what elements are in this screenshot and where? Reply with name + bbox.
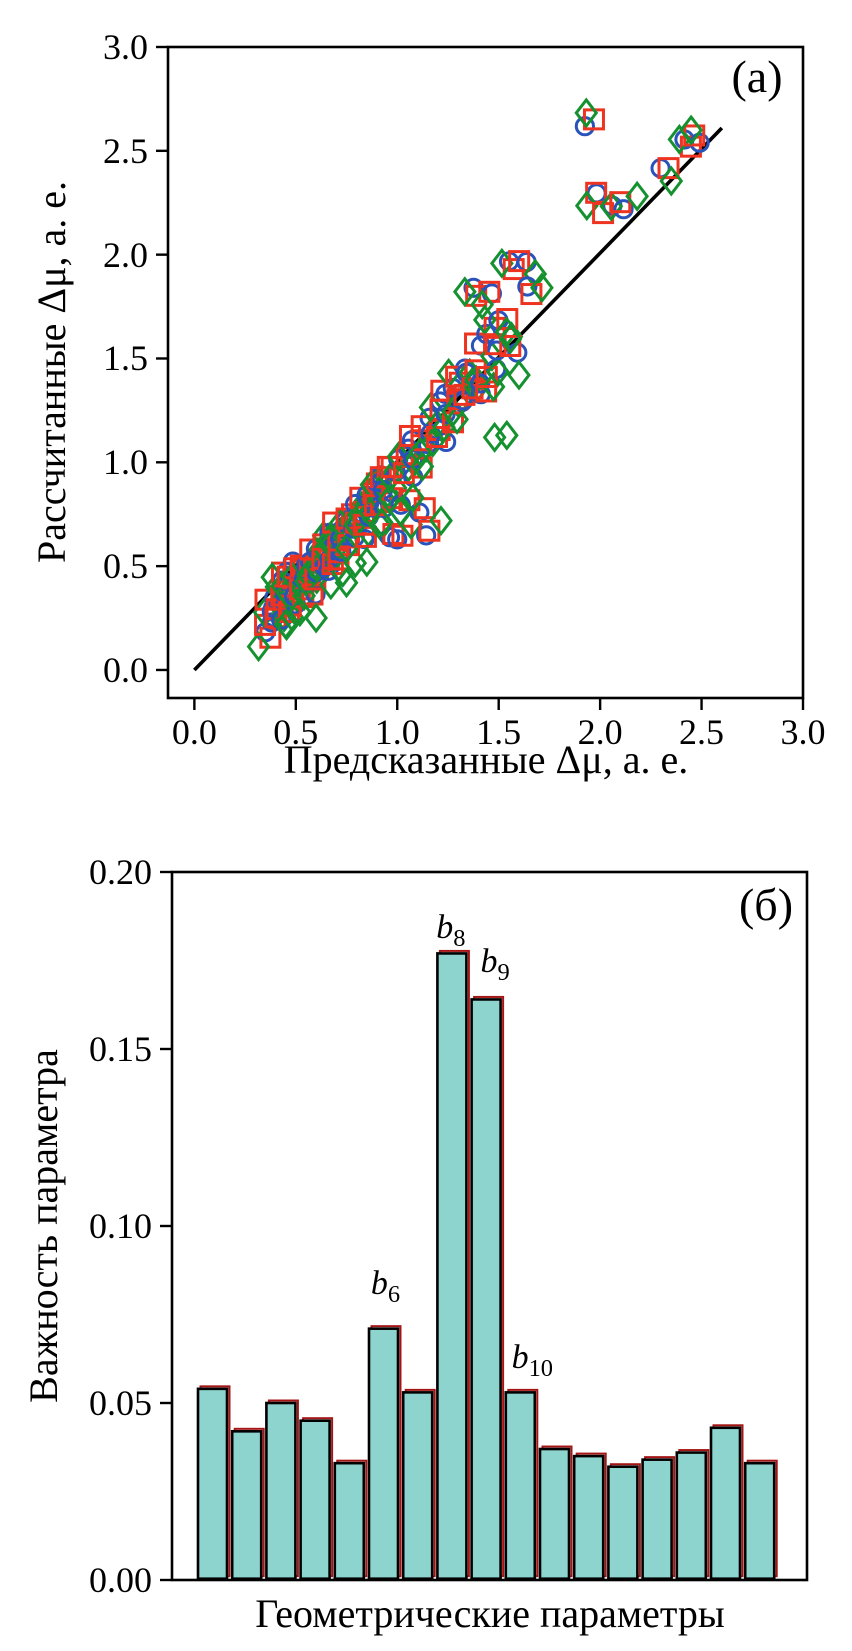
bar-rect bbox=[504, 1391, 537, 1581]
bar-rect bbox=[538, 1447, 571, 1581]
panel-a-y-tick-label: 2.0 bbox=[103, 234, 148, 275]
scatter-marker-square bbox=[679, 135, 702, 158]
scatter-marker-diamond bbox=[359, 469, 384, 501]
panel-a-x-axis-label: Предсказанные Δμ, а. е. bbox=[283, 737, 689, 782]
panel-b-y-tick-label: 0.05 bbox=[89, 1383, 152, 1423]
scatter-marker-diamond bbox=[486, 356, 510, 388]
scatter-marker-square bbox=[508, 250, 531, 273]
panel-a-x-tick-label: 1.5 bbox=[476, 712, 522, 752]
scatter-marker-diamond bbox=[418, 391, 443, 423]
panel-b-x-axis-label: Геометрические параметры bbox=[255, 1591, 725, 1636]
scatter-marker-diamond bbox=[494, 419, 519, 451]
bar-annotation-b10: b10 bbox=[511, 1339, 554, 1383]
panel-a-x-tick-label: 2.0 bbox=[577, 712, 623, 752]
bar-rect bbox=[196, 1387, 229, 1580]
bar-rect bbox=[333, 1461, 366, 1581]
bar-rect bbox=[230, 1430, 263, 1580]
scatter-marker-diamond bbox=[470, 289, 495, 321]
panel-b-y-tick-label: 0.20 bbox=[89, 852, 152, 892]
bar-rect bbox=[675, 1451, 708, 1581]
panel-a-x-tick-label: 0.5 bbox=[273, 712, 319, 752]
bar-annotation-b8: b8 bbox=[436, 909, 466, 953]
scatter-marker-diamond bbox=[679, 114, 703, 146]
panel-a-x-tick-label: 2.5 bbox=[679, 712, 725, 752]
bar-rect bbox=[367, 1327, 400, 1581]
panel-a-y-axis-label: Рассчитанные Δμ, а. е. bbox=[29, 180, 74, 564]
scatter-marker-diamond bbox=[429, 505, 453, 537]
bar-rect bbox=[470, 998, 502, 1581]
scatter-marker-diamond bbox=[246, 631, 271, 663]
bar-rect bbox=[743, 1461, 776, 1581]
panel-a-y-tick-label: 1.0 bbox=[103, 442, 148, 483]
scatter-marker-diamond bbox=[625, 180, 650, 212]
scatter-marker-diamond bbox=[354, 546, 379, 578]
scatter-marker-diamond bbox=[273, 608, 298, 640]
scatter-marker-diamond bbox=[369, 507, 394, 538]
scatter-marker-diamond bbox=[410, 450, 435, 482]
scatter-marker-diamond bbox=[386, 441, 411, 472]
panel-a-y-tick-label: 3.0 bbox=[103, 27, 148, 67]
panel-b-y-axis-label: Важность параметра bbox=[21, 1049, 66, 1403]
scatter-marker-square bbox=[609, 191, 632, 214]
scatter-marker-circle bbox=[470, 373, 491, 394]
scatter-marker-circle bbox=[416, 525, 437, 546]
panel-a-y-tick-label: 0.0 bbox=[103, 649, 148, 690]
panel-a-x-tick-label: 3.0 bbox=[780, 712, 826, 752]
scatter-marker-diamond bbox=[574, 97, 599, 129]
scatter-marker-circle bbox=[517, 276, 538, 297]
bar-rect bbox=[436, 952, 468, 1581]
scatter-marker-circle bbox=[613, 199, 634, 220]
bar-rect bbox=[641, 1458, 673, 1581]
scatter-marker-diamond bbox=[334, 567, 359, 599]
bar-rect bbox=[265, 1401, 297, 1580]
scatter-marker-diamond bbox=[530, 272, 554, 304]
scatter-marker-diamond bbox=[574, 190, 599, 222]
scatter-marker-square bbox=[520, 283, 543, 306]
panel-a-label: (а) bbox=[731, 51, 783, 102]
scatter-marker-square bbox=[475, 365, 498, 388]
scatter-marker-diamond bbox=[401, 482, 425, 514]
scatter-marker-circle bbox=[387, 529, 408, 550]
panel-a-plot-frame bbox=[166, 45, 805, 700]
scatter-marker-square bbox=[657, 157, 680, 180]
scatter-marker-diamond bbox=[334, 532, 359, 564]
bar-rect bbox=[572, 1454, 605, 1580]
bar-rect bbox=[401, 1391, 434, 1581]
panel-a-x-tick-label: 0.0 bbox=[171, 712, 217, 752]
panel-b-y-tick-label: 0.10 bbox=[89, 1206, 152, 1246]
panel-b-y-tick-label: 0.00 bbox=[89, 1560, 152, 1600]
panel-a-x-tick-label: 1.0 bbox=[374, 712, 420, 752]
bar-annotation-b6: b6 bbox=[370, 1264, 401, 1308]
scatter-marker-diamond bbox=[445, 403, 469, 435]
scatter-marker-diamond bbox=[659, 165, 684, 197]
scatter-marker-diamond bbox=[482, 421, 507, 453]
scatter-marker-diamond bbox=[292, 580, 317, 612]
scatter-marker-diamond bbox=[287, 596, 312, 628]
bar-rect bbox=[709, 1426, 742, 1581]
scatter-marker-diamond bbox=[452, 276, 477, 308]
bar-rect bbox=[607, 1465, 639, 1580]
panel-b-y-tick-label: 0.15 bbox=[89, 1029, 152, 1069]
scatter-marker-diamond bbox=[388, 496, 413, 528]
panel-a-y-tick-label: 2.5 bbox=[103, 130, 148, 171]
panel-a-y-tick-label: 0.5 bbox=[103, 546, 148, 587]
scatter-marker-diamond bbox=[498, 323, 523, 355]
scatter-marker-square bbox=[499, 334, 522, 357]
bar-annotation-b9: b9 bbox=[480, 943, 510, 987]
panel-b-label: (б) bbox=[738, 879, 794, 930]
bar-rect bbox=[299, 1419, 331, 1580]
scatter-marker-diamond bbox=[507, 359, 531, 391]
panel-a-y-tick-label: 1.5 bbox=[103, 338, 148, 379]
